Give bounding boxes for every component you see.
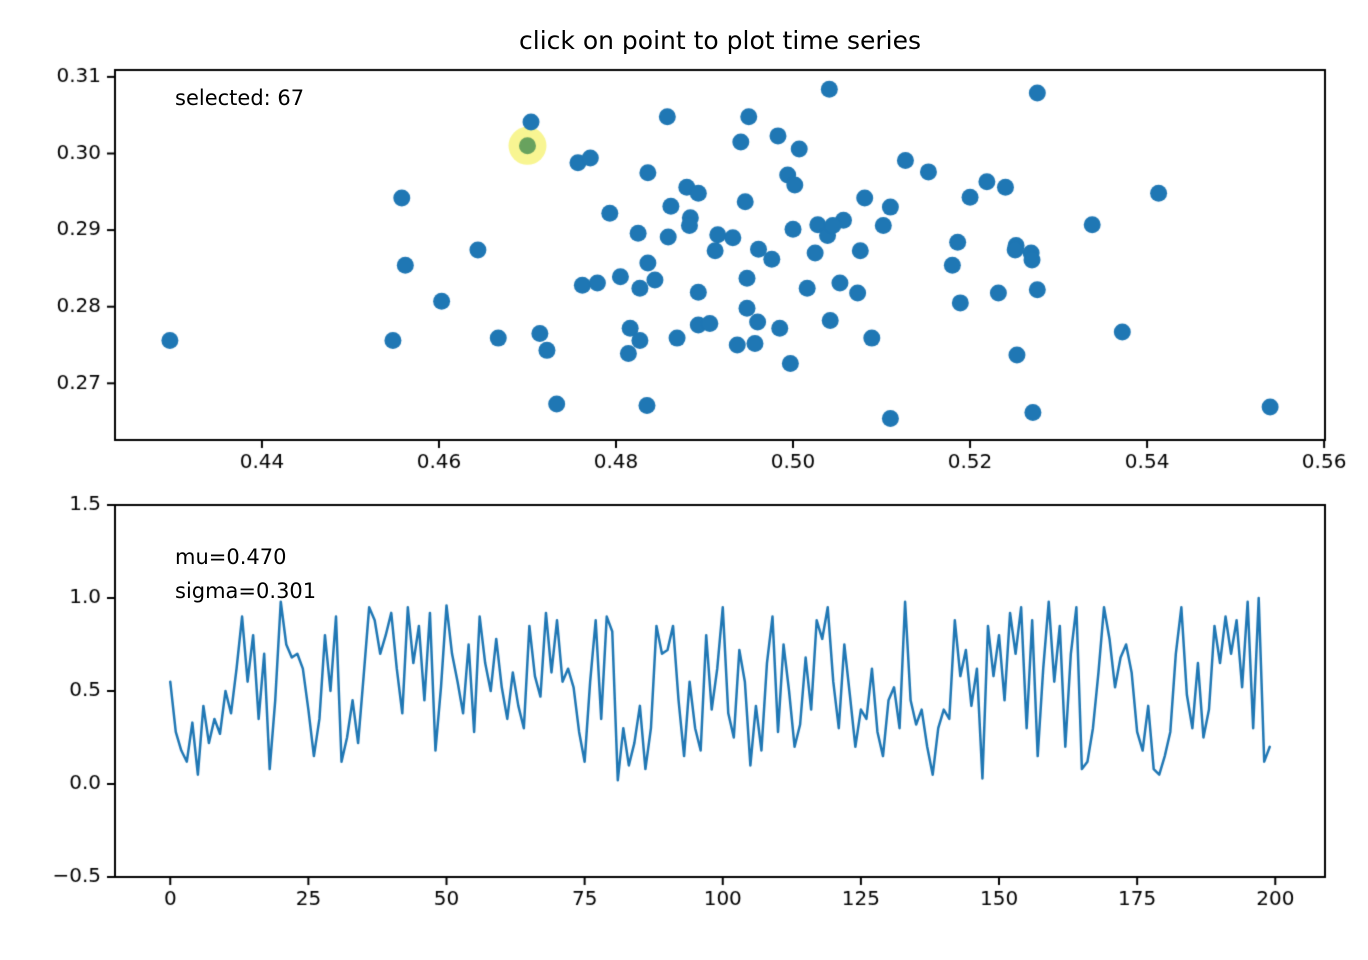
scatter-plot-canvas[interactable] <box>0 0 1368 495</box>
sigma-annotation: sigma=0.301 <box>175 579 317 603</box>
timeseries-plot-canvas <box>0 495 1368 960</box>
selected-point-annotation: selected: 67 <box>175 86 305 110</box>
mu-annotation: mu=0.470 <box>175 545 287 569</box>
page-title: click on point to plot time series <box>519 26 921 55</box>
